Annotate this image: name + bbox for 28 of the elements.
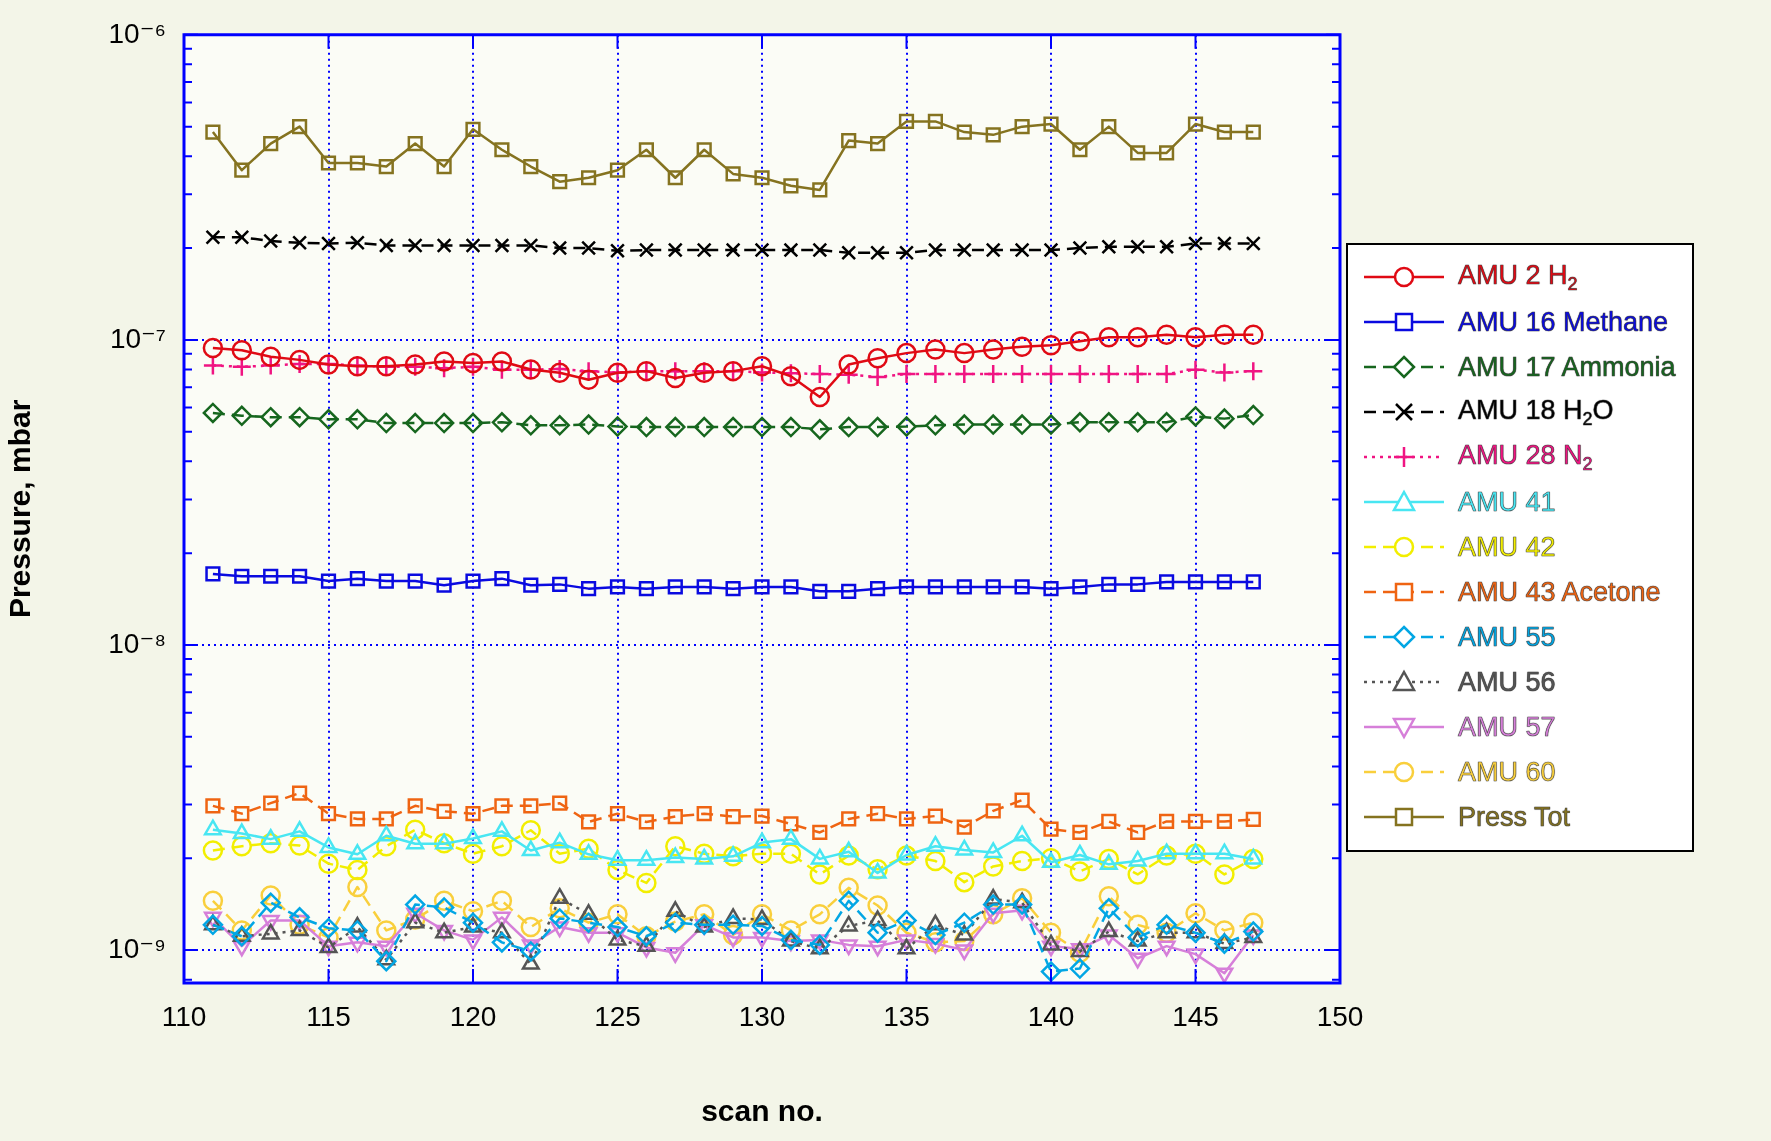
legend-label: AMU 55 xyxy=(1458,621,1556,653)
legend-label: AMU 43 Acetone xyxy=(1458,576,1661,608)
y-tick-label: 10⁻⁶ xyxy=(108,17,166,49)
legend-label: AMU 60 xyxy=(1458,756,1556,788)
x-tick-label: 115 xyxy=(306,1000,351,1032)
legend-label: AMU 56 xyxy=(1458,666,1556,698)
legend-label: AMU 2 H$_{2}$ xyxy=(1458,259,1578,295)
y-tick-label: 10⁻⁹ xyxy=(108,932,166,964)
x-tick-label: 135 xyxy=(883,1000,930,1032)
legend-label: AMU 57 xyxy=(1458,711,1556,743)
legend-label: AMU 17 Ammonia xyxy=(1458,351,1676,383)
legend-label: AMU 28 N$_{2}$ xyxy=(1458,439,1593,475)
legend-label: Press Tot xyxy=(1458,801,1571,833)
x-tick-label: 125 xyxy=(594,1000,641,1032)
y-tick-label: 10⁻⁸ xyxy=(108,627,166,659)
x-tick-label: 150 xyxy=(1316,1000,1364,1032)
legend-label: AMU 42 xyxy=(1458,531,1556,563)
legend-label: AMU 41 xyxy=(1458,486,1556,518)
x-tick-label: 130 xyxy=(738,1000,786,1032)
y-axis-title: Pressure, mbar xyxy=(3,399,37,619)
x-tick-label: 140 xyxy=(1027,1000,1075,1032)
x-tick-label: 110 xyxy=(161,1000,207,1032)
x-tick-label: 120 xyxy=(449,1000,497,1032)
x-tick-label: 145 xyxy=(1172,1000,1219,1032)
legend-label: AMU 16 Methane xyxy=(1458,306,1669,338)
x-axis-title: scan no. xyxy=(701,1094,823,1128)
y-tick-label: 10⁻⁷ xyxy=(109,322,166,354)
legend-label: AMU 18 H$_{2}$O xyxy=(1458,394,1614,430)
